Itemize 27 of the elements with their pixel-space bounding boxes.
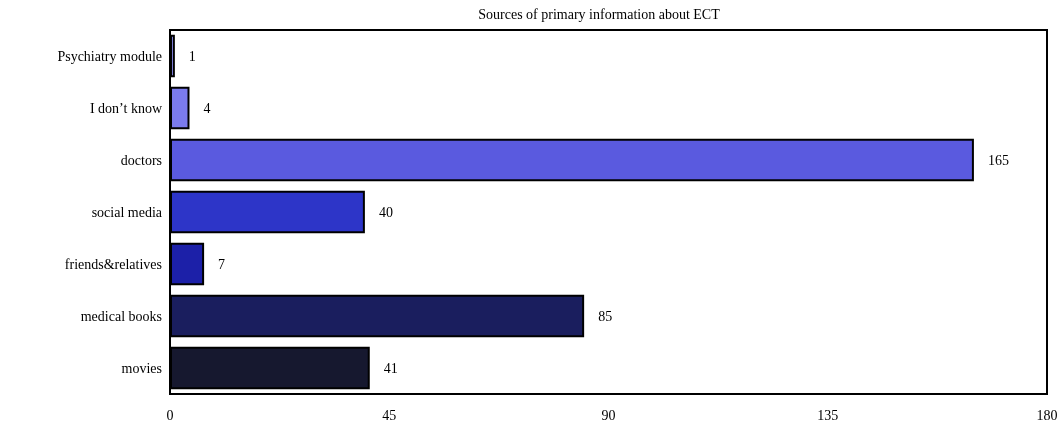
bar	[170, 242, 205, 286]
y-tick-label: social media	[91, 204, 163, 220]
data-label: 1	[188, 48, 196, 64]
data-label: 85	[598, 308, 613, 324]
data-label: 165	[987, 152, 1009, 168]
x-tick-label: 180	[1036, 407, 1058, 423]
data-label: 4	[203, 100, 211, 116]
data-label: 41	[383, 360, 398, 376]
bar	[170, 346, 370, 390]
y-tick-label: movies	[121, 360, 162, 376]
y-tick-label: medical books	[80, 308, 162, 324]
x-tick-label: 0	[166, 407, 174, 423]
y-tick-label: Psychiatry module	[57, 48, 162, 64]
y-tick-label: I don’t know	[89, 100, 163, 116]
bar	[170, 138, 974, 182]
x-tick-label: 90	[601, 407, 616, 423]
bar	[170, 34, 175, 78]
y-tick-label: friends&relatives	[64, 256, 162, 272]
data-label: 40	[378, 204, 393, 220]
x-tick-label: 135	[817, 407, 839, 423]
bar	[170, 190, 365, 234]
bar	[170, 86, 190, 130]
x-tick-label: 45	[382, 407, 397, 423]
bar	[170, 294, 585, 338]
chart-title: Sources of primary information about ECT	[478, 6, 721, 22]
y-tick-label: doctors	[120, 152, 162, 168]
data-label: 7	[218, 256, 226, 272]
